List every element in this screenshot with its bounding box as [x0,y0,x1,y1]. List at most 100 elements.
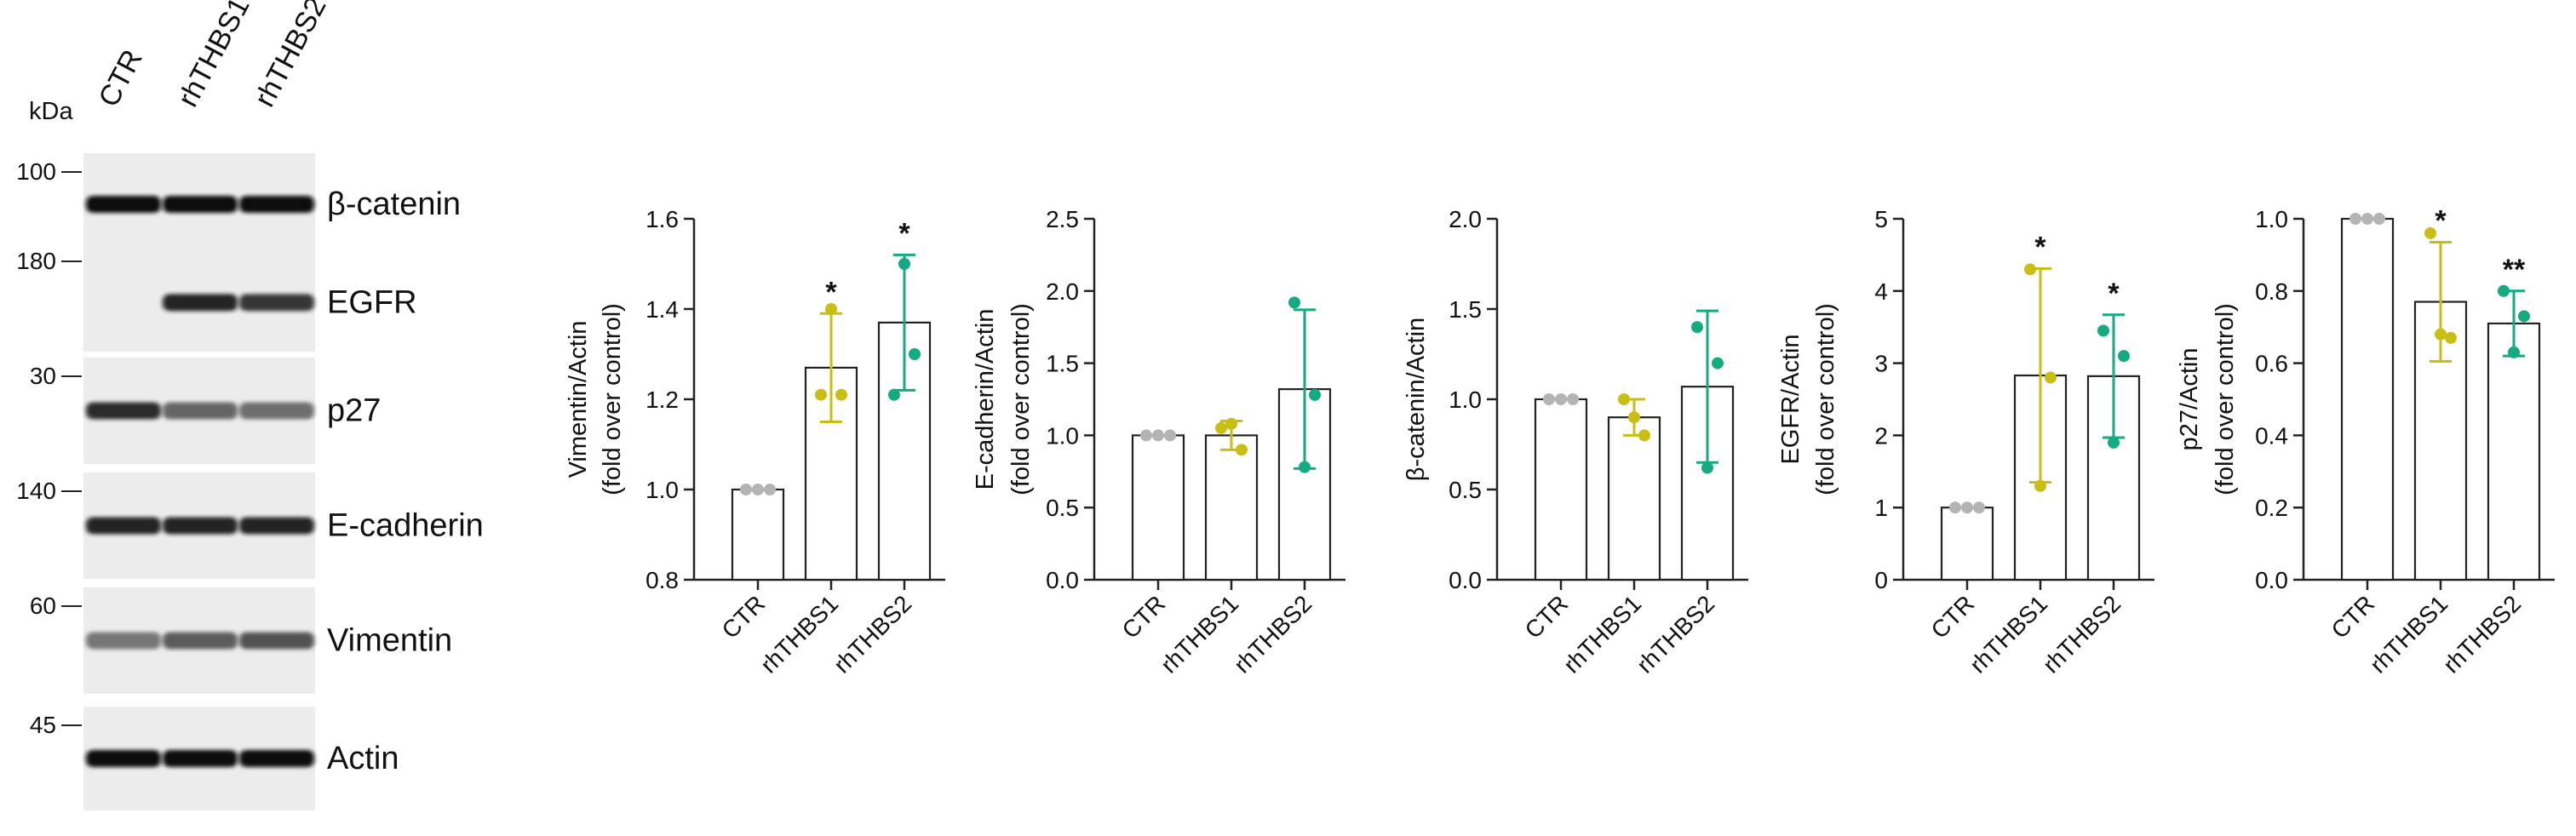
y-tick-label: 0.0 [1046,567,1079,593]
y-tick-label: 0.2 [2255,495,2288,521]
lane-label-rhthbs2: rhTHBS2 [249,0,333,112]
blot-panel-p27: 30 p27 [30,358,381,464]
protein-label: p27 [327,393,381,429]
y-tick-label: 2.0 [1046,278,1079,305]
blot-band [239,294,314,312]
y-tick-label: 4 [1874,278,1888,305]
marker-label: 60 [30,593,56,619]
y-tick-label: 1.6 [645,206,679,232]
bar-ctr [731,488,785,581]
marker-label: 140 [16,478,56,504]
y-tick-label: 0.5 [1046,495,1079,521]
y-tick-label: 0.5 [1449,477,1482,503]
y-tick-label: 0.0 [2255,567,2288,593]
data-point-ctr [1973,501,1985,514]
blot-band [86,750,161,767]
data-point-rhthbs2 [2097,324,2109,337]
y-tick-label: 1 [1874,495,1888,521]
blot-band [86,402,161,420]
data-point-rhthbs1 [1236,444,1248,456]
data-point-rhthbs1 [2424,226,2436,239]
x-tick-label-rhthbs2: rhTHBS2 [2038,590,2126,678]
chart-egfr-actin: 0 1 2 3 4 5 EGFR/Actin (fold over control) CTR * r… [1777,206,2154,679]
data-point-rhthbs1 [2435,328,2447,341]
bar-ctr [2340,217,2395,581]
blot-panel-actin: 45 Actin [30,707,399,810]
blot-band [86,196,161,213]
data-point-ctr [1555,393,1567,405]
x-tick-label-rhthbs1: rhTHBS1 [755,590,843,678]
x-tick-label-rhthbs2: rhTHBS2 [1229,590,1317,678]
bar-rhthbs1 [1607,416,1661,581]
data-point-rhthbs1 [1618,393,1630,405]
y-axis-sublabel: (fold over control) [2212,303,2239,495]
data-point-rhthbs2 [909,348,921,360]
y-tick-label: 1.2 [645,387,679,413]
data-point-ctr [1164,429,1176,442]
data-point-rhthbs2 [1299,461,1311,473]
y-tick-label: 1.4 [645,296,679,323]
blot-band [86,632,161,650]
y-axis-sublabel: (fold over control) [1812,303,1839,495]
blot-band [86,517,161,535]
bar-ctr [1534,398,1588,581]
blot-band [163,632,238,650]
y-tick-label: 2 [1874,422,1888,449]
x-tick-label-rhthbs2: rhTHBS2 [2438,590,2526,678]
lane-label-ctr: CTR [93,44,149,112]
significance-marker: ** [2503,254,2526,286]
protein-label: Actin [327,741,399,776]
y-axis-sublabel: (fold over control) [599,303,626,495]
blot-band [163,294,238,312]
data-point-ctr [1949,501,1961,514]
data-point-ctr [752,484,764,495]
data-point-rhthbs2 [898,258,910,270]
y-tick-label: 1.0 [645,477,679,503]
lane-label-rhthbs1: rhTHBS1 [172,0,256,112]
data-point-rhthbs2 [2498,284,2510,297]
x-tick-label-rhthbs1: rhTHBS1 [1558,590,1646,678]
data-point-ctr [2373,213,2385,225]
data-point-ctr [1140,429,1152,442]
bar-ctr [1131,434,1185,581]
data-point-rhthbs2 [888,388,900,401]
blot-panel-e-cadherin: 140 E-cadherin [16,472,484,579]
blot-band [163,402,238,420]
chart-catenin-actin: 0.0 0.5 1.0 1.5 2.0 β-catenin/Actin CTRrhTHBS1… [1403,206,1748,679]
data-point-rhthbs1 [815,388,827,401]
data-point-ctr [2349,213,2361,225]
bar-ctr [1940,507,1994,581]
blot-band [163,750,238,767]
y-tick-label: 2.5 [1046,206,1079,232]
data-point-rhthbs2 [2108,436,2120,449]
data-point-rhthbs1 [1628,411,1640,424]
data-point-rhthbs1 [1225,417,1237,430]
y-tick-label: 1.0 [1046,422,1079,449]
data-point-rhthbs2 [1309,388,1321,401]
blot-band [239,632,314,650]
significance-marker: * [898,217,910,249]
y-tick-label: 0.8 [2255,278,2288,305]
protein-label: Vimentin [327,623,452,659]
x-tick-label-ctr: CTR [717,590,771,644]
y-axis-label: E-cadherin/Actin [972,309,999,490]
data-point-ctr [740,484,752,495]
y-tick-label: 3 [1874,351,1888,377]
significance-marker: * [2034,232,2046,264]
data-point-rhthbs2 [1288,296,1300,309]
data-point-rhthbs1 [1215,421,1227,434]
y-axis-label: Vimentin/Actin [565,321,592,478]
y-tick-label: 5 [1874,206,1888,232]
blot-panel-vimentin: 60 Vimentin [30,587,452,694]
protein-label: β-catenin [327,186,461,222]
data-point-ctr [1567,393,1579,405]
data-point-rhthbs1 [2045,371,2057,384]
data-point-rhthbs2 [2518,310,2530,323]
x-tick-label-ctr: CTR [1926,590,1980,644]
x-tick-label-ctr: CTR [1117,590,1171,644]
y-tick-label: 1.5 [1449,296,1482,323]
blot-band [239,750,314,767]
blot-panel-egfr: 180 EGFR [16,243,417,352]
data-point-rhthbs1 [835,388,847,401]
